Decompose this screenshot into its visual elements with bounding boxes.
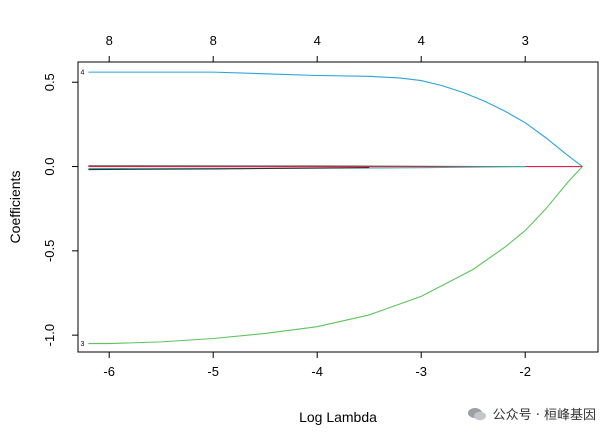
- x-tick-label: -6: [103, 364, 115, 379]
- watermark: 公众号 · 桓峰基因: [467, 404, 596, 423]
- y-tick-label: 0.0: [42, 157, 57, 175]
- y-tick-label: -1.0: [42, 324, 57, 346]
- series-line: [88, 167, 370, 171]
- watermark-text: 公众号 · 桓峰基因: [492, 408, 596, 423]
- series-line: [88, 71, 583, 167]
- wechat-icon: [467, 407, 486, 420]
- y-tick-label: 0.5: [42, 73, 57, 91]
- series-end-label: 4: [80, 70, 84, 77]
- top-tick-label: 3: [522, 33, 529, 48]
- top-tick-label: 8: [210, 33, 217, 48]
- x-tick-label: -2: [519, 364, 531, 379]
- plot-frame: [77, 61, 599, 353]
- x-axis-title: Log Lambda: [299, 409, 377, 425]
- series-end-label: 3: [80, 341, 84, 348]
- top-tick-label: 8: [106, 33, 113, 48]
- series-layer: 43: [80, 70, 583, 348]
- top-tick-label: 4: [314, 33, 321, 48]
- x-tick-label: -5: [207, 364, 219, 379]
- y-tick-label: -0.5: [42, 240, 57, 262]
- series-line: [88, 166, 583, 345]
- axis-layer: -6 -5 -4 -3 -2 8 8 4 4 3 -1.0 -0.5 0.0 0.5: [42, 33, 531, 379]
- top-tick-label: 4: [418, 33, 425, 48]
- x-tick-label: -4: [311, 364, 323, 379]
- x-tick-label: -3: [415, 364, 427, 379]
- y-axis-title: Coefficients: [7, 171, 23, 244]
